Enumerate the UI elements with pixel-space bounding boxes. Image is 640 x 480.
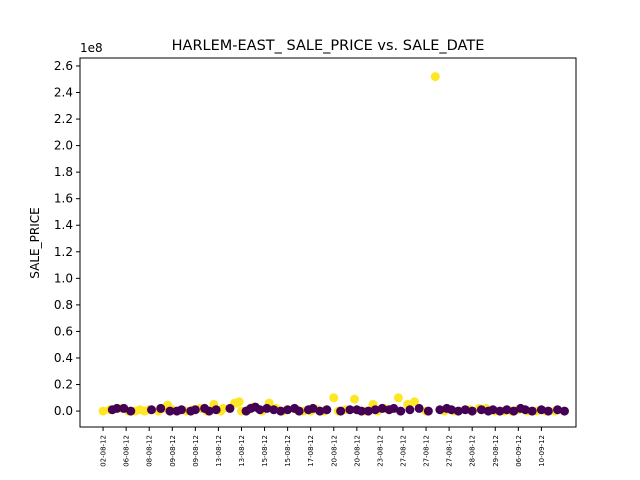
data-point — [389, 403, 399, 413]
data-point — [204, 406, 214, 416]
data-point — [396, 406, 406, 416]
data-point — [488, 405, 498, 415]
data-point — [165, 406, 175, 416]
data-point — [329, 393, 339, 403]
data-point — [177, 405, 187, 415]
data-point — [520, 405, 530, 415]
y-tick-label: 0.2 — [54, 378, 73, 392]
data-point — [276, 406, 286, 416]
y-tick-label: 1.4 — [54, 218, 73, 232]
y-tick-label: 2.2 — [54, 112, 73, 126]
data-point — [476, 405, 486, 415]
data-point — [453, 406, 463, 416]
y-tick-label: 1.8 — [54, 165, 73, 179]
data-point — [112, 403, 122, 413]
x-tick-label: 15-08-12 — [284, 435, 292, 467]
data-point — [225, 403, 235, 413]
data-point — [255, 405, 265, 415]
y-tick-label: 0.8 — [54, 298, 73, 312]
x-tick-label: 13-08-12 — [215, 435, 223, 467]
data-point — [553, 405, 563, 415]
x-tick-label: 28-08-12 — [469, 435, 477, 467]
data-point — [495, 406, 505, 416]
data-point — [232, 398, 242, 408]
x-tick-label: 06-09-12 — [515, 435, 523, 467]
data-point — [126, 406, 136, 416]
data-point — [430, 72, 440, 82]
data-point — [345, 405, 355, 415]
data-point — [414, 403, 424, 413]
y-tick-label: 0.4 — [54, 351, 73, 365]
data-points — [98, 72, 569, 416]
y-tick-label: 2.4 — [54, 86, 73, 100]
data-point — [356, 406, 366, 416]
y-axis: 0.0 0.2 0.4 0.6 0.8 1.0 1.2 1.4 1.6 1.8 2.0 2.2 2.4 2… — [54, 59, 80, 418]
x-tick-label: 13-08-12 — [238, 435, 246, 467]
x-tick-label: 15-08-12 — [261, 435, 269, 467]
y-tick-label: 0.0 — [54, 404, 73, 418]
data-point — [147, 405, 157, 415]
chart-title: HARLEM-EAST_ SALE_PRICE vs. SALE_DATE — [172, 38, 485, 54]
data-point — [308, 403, 318, 413]
data-point — [262, 403, 272, 413]
x-tick-label: 09-08-12 — [169, 435, 177, 467]
x-tick-label: 02-08-12 — [100, 435, 108, 467]
data-point — [294, 406, 304, 416]
x-tick-label: 08-08-12 — [146, 435, 154, 467]
x-tick-label: 09-08-12 — [192, 435, 200, 467]
data-point — [370, 405, 380, 415]
x-tick-label: 27-08-12 — [399, 435, 407, 467]
data-point — [509, 406, 519, 416]
data-point — [405, 405, 415, 415]
data-point — [527, 406, 537, 416]
y-axis-label: SALE_PRICE — [28, 207, 42, 278]
data-point — [543, 406, 553, 416]
data-point — [119, 403, 129, 413]
x-tick-label: 23-08-12 — [376, 435, 384, 467]
x-tick-label: 29-08-12 — [492, 435, 500, 467]
y-tick-label: 1.2 — [54, 245, 73, 259]
data-point — [423, 406, 433, 416]
data-point — [467, 406, 477, 416]
data-point — [315, 406, 325, 416]
data-point — [350, 394, 360, 404]
data-point — [446, 405, 456, 415]
data-point — [393, 393, 403, 403]
data-point — [218, 403, 228, 413]
data-point — [559, 406, 569, 416]
x-tick-label: 20-08-12 — [353, 435, 361, 467]
y-tick-label: 2.0 — [54, 139, 73, 153]
data-point — [363, 406, 373, 416]
x-tick-label: 17-08-12 — [307, 435, 315, 467]
y-tick-label: 2.6 — [54, 59, 73, 73]
data-point — [536, 405, 546, 415]
data-point — [156, 403, 166, 413]
data-point — [460, 405, 470, 415]
data-point — [283, 405, 293, 415]
y-tick-label: 1.6 — [54, 192, 73, 206]
data-point — [190, 405, 200, 415]
data-point — [377, 403, 387, 413]
data-point — [435, 405, 445, 415]
data-point — [322, 405, 332, 415]
x-tick-label: 27-08-12 — [446, 435, 454, 467]
y-offset-label: 1e8 — [80, 41, 103, 55]
x-tick-label: 27-08-12 — [423, 435, 431, 467]
x-tick-label: 10-09-12 — [538, 435, 546, 467]
x-tick-label: 06-08-12 — [123, 435, 131, 467]
data-point — [211, 405, 221, 415]
data-point — [502, 405, 512, 415]
data-point — [269, 405, 279, 415]
y-tick-label: 0.6 — [54, 324, 73, 338]
plot-frame — [79, 57, 577, 428]
data-point — [98, 406, 108, 416]
data-point — [336, 406, 346, 416]
y-tick-label: 1.0 — [54, 271, 73, 285]
x-tick-label: 20-08-12 — [330, 435, 338, 467]
data-point — [410, 397, 420, 407]
x-axis: 02-08-12 06-08-12 08-08-12 09-08-12 09-08-12… — [100, 427, 546, 467]
